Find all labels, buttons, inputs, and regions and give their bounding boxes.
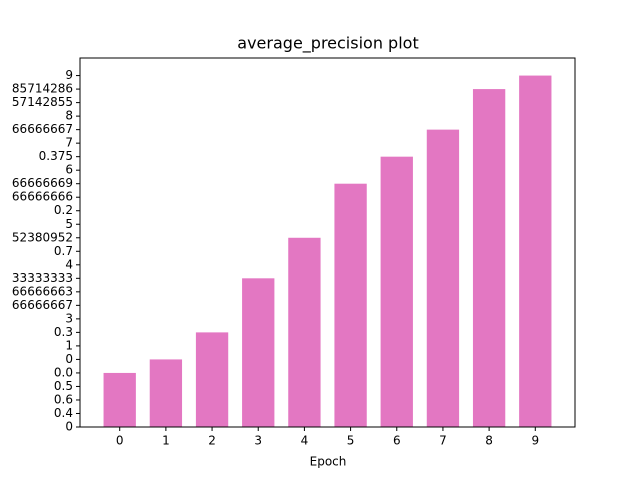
bar	[149, 359, 183, 427]
y-tick-label: 1	[65, 338, 73, 352]
bar	[426, 129, 460, 427]
chart-title: average_precision plot	[237, 34, 418, 54]
x-tick-label: 3	[254, 434, 262, 448]
y-tick-label: 66666663	[12, 284, 73, 298]
y-tick-label: 0	[65, 352, 73, 366]
y-tick-label: 7	[65, 136, 73, 150]
bar	[288, 237, 321, 427]
y-tick-label: 0.3	[54, 325, 73, 339]
bar	[472, 89, 506, 427]
y-tick-label: 0.5	[54, 379, 73, 393]
x-tick-label: 1	[162, 434, 170, 448]
x-tick-label: 7	[439, 434, 447, 448]
x-tick-label: 2	[208, 434, 216, 448]
x-tick-label: 9	[531, 434, 539, 448]
y-tick-label: 66666667	[12, 122, 73, 136]
y-tick-label: 8	[65, 109, 73, 123]
y-tick-label: 0.6	[54, 392, 73, 406]
x-tick-label: 4	[301, 434, 309, 448]
x-tick-label: 6	[393, 434, 401, 448]
bar	[334, 183, 367, 427]
x-tick-label: 8	[485, 434, 493, 448]
y-tick-label: 0.2	[54, 203, 73, 217]
y-tick-label: 57142855	[12, 95, 73, 109]
y-tick-label: 85714286	[12, 82, 73, 96]
y-tick-label: 33333333	[12, 271, 73, 285]
x-tick-label: 5	[347, 434, 355, 448]
y-tick-label: 6	[65, 163, 73, 177]
y-tick-label: 0.7	[54, 244, 73, 258]
plot-frame	[79, 57, 576, 428]
y-tick-label: 9	[65, 68, 73, 82]
y-tick-label: 0	[65, 420, 73, 434]
x-axis-label: Epoch	[310, 455, 347, 469]
y-tick-label: 66666667	[12, 298, 73, 312]
y-tick-label: 5	[65, 217, 73, 231]
bar	[519, 75, 552, 428]
bar	[103, 372, 136, 427]
y-tick-label: 66666666	[12, 190, 73, 204]
x-tick-label: 0	[116, 434, 124, 448]
y-tick-label: 0.0	[54, 365, 73, 379]
y-tick-label: 3	[65, 311, 73, 325]
y-tick-label: 0.4	[54, 406, 73, 420]
bar	[380, 156, 413, 427]
bar	[195, 332, 229, 427]
y-tick-label: 66666669	[12, 176, 73, 190]
y-tick-label: 0.375	[39, 149, 73, 163]
y-tick-label: 52380952	[12, 230, 73, 244]
y-tick-label: 4	[65, 257, 73, 271]
bar	[242, 278, 275, 427]
